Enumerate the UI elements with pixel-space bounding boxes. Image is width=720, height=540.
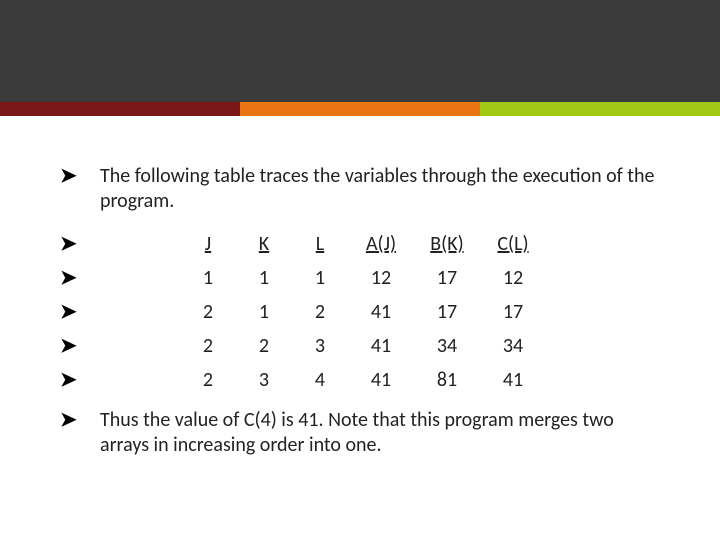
accent-stripe-row [0, 102, 720, 116]
cell: 2 [292, 300, 348, 324]
table-row-cells: 2 3 4 41 81 41 [180, 368, 546, 392]
table-row: ➤ 1 1 1 12 17 12 [60, 266, 660, 290]
arrow-icon: ➤ [60, 232, 180, 256]
cell: 41 [348, 300, 414, 324]
trace-table: ➤ J K L A(J) B(K) C(L) ➤ 1 1 1 12 17 [60, 232, 660, 392]
slide-content: ➤ The following table traces the variabl… [0, 116, 720, 458]
bullet-intro: ➤ The following table traces the variabl… [60, 164, 660, 214]
cell: 12 [348, 266, 414, 290]
arrow-icon: ➤ [60, 164, 100, 188]
cell: 2 [180, 368, 236, 392]
conclusion-text: Thus the value of C(4) is 41. Note that … [100, 408, 660, 458]
cell: 2 [180, 334, 236, 358]
cell: 1 [236, 300, 292, 324]
title-bar [0, 0, 720, 116]
bullet-conclusion: ➤ Thus the value of C(4) is 41. Note tha… [60, 408, 660, 458]
table-header-cells: J K L A(J) B(K) C(L) [180, 232, 546, 256]
col-header: L [292, 232, 348, 256]
col-header: A(J) [348, 232, 414, 256]
intro-text: The following table traces the variables… [100, 164, 660, 214]
accent-stripe-3 [480, 102, 720, 116]
cell: 1 [236, 266, 292, 290]
cell: 2 [180, 300, 236, 324]
cell: 17 [414, 266, 480, 290]
slide: { "stripes": ["#7a1818", "#e87511", "#a0… [0, 0, 720, 540]
cell: 41 [480, 368, 546, 392]
cell: 41 [348, 334, 414, 358]
col-header: C(L) [480, 232, 546, 256]
cell: 17 [414, 300, 480, 324]
col-header: J [180, 232, 236, 256]
arrow-icon: ➤ [60, 266, 180, 290]
table-row-cells: 2 1 2 41 17 17 [180, 300, 546, 324]
cell: 12 [480, 266, 546, 290]
table-row: ➤ 2 2 3 41 34 34 [60, 334, 660, 358]
table-row: ➤ 2 1 2 41 17 17 [60, 300, 660, 324]
accent-stripe-1 [0, 102, 240, 116]
arrow-icon: ➤ [60, 368, 180, 392]
cell: 34 [480, 334, 546, 358]
arrow-icon: ➤ [60, 300, 180, 324]
cell: 3 [292, 334, 348, 358]
table-row-cells: 2 2 3 41 34 34 [180, 334, 546, 358]
col-header: K [236, 232, 292, 256]
cell: 1 [292, 266, 348, 290]
table-row: ➤ 2 3 4 41 81 41 [60, 368, 660, 392]
accent-stripe-2 [240, 102, 480, 116]
arrow-icon: ➤ [60, 334, 180, 358]
cell: 4 [292, 368, 348, 392]
cell: 81 [414, 368, 480, 392]
table-header-row: ➤ J K L A(J) B(K) C(L) [60, 232, 660, 256]
table-row-cells: 1 1 1 12 17 12 [180, 266, 546, 290]
cell: 17 [480, 300, 546, 324]
cell: 1 [180, 266, 236, 290]
cell: 34 [414, 334, 480, 358]
title-bar-spacer [0, 0, 720, 102]
cell: 2 [236, 334, 292, 358]
col-header: B(K) [414, 232, 480, 256]
arrow-icon: ➤ [60, 408, 100, 432]
cell: 3 [236, 368, 292, 392]
cell: 41 [348, 368, 414, 392]
